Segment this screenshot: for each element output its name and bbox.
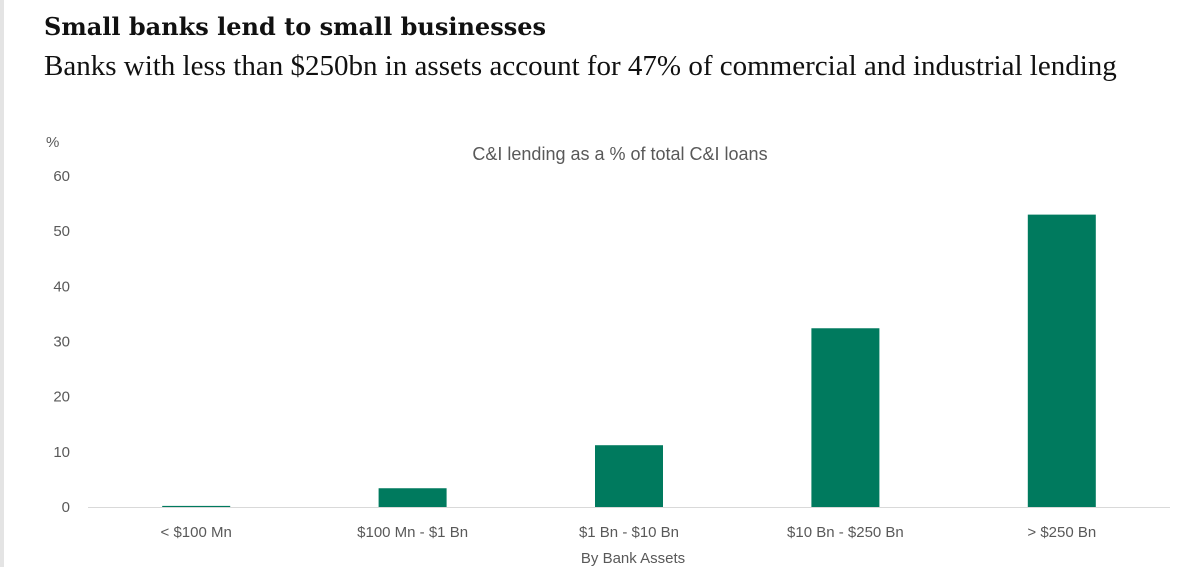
y-tick-label: 20 <box>53 389 70 406</box>
x-tick-label: $100 Mn - $1 Bn <box>357 524 468 541</box>
left-border <box>0 0 4 567</box>
y-axis-unit-label: % <box>46 134 59 151</box>
bar <box>811 328 880 507</box>
bar <box>595 445 663 507</box>
x-tick-label: $1 Bn - $10 Bn <box>579 524 679 541</box>
x-axis-title: By Bank Assets <box>581 550 685 567</box>
bar <box>162 505 231 507</box>
x-tick-label: $10 Bn - $250 Bn <box>787 524 904 541</box>
y-tick-label: 40 <box>53 278 70 295</box>
x-tick-label: < $100 Mn <box>161 524 232 541</box>
subheadline: Banks with less than $250bn in assets ac… <box>44 50 1117 82</box>
y-tick-label: 10 <box>53 444 70 461</box>
y-tick-label: 0 <box>62 499 70 516</box>
y-tick-label: 60 <box>53 168 70 185</box>
bar <box>1027 214 1096 507</box>
headline: Small banks lend to small businesses <box>44 12 546 41</box>
y-tick-label: 30 <box>53 334 70 351</box>
bar <box>378 488 447 507</box>
chart-title: C&I lending as a % of total C&I loans <box>472 144 767 164</box>
x-tick-label: > $250 Bn <box>1027 524 1096 541</box>
y-tick-label: 50 <box>53 223 70 240</box>
